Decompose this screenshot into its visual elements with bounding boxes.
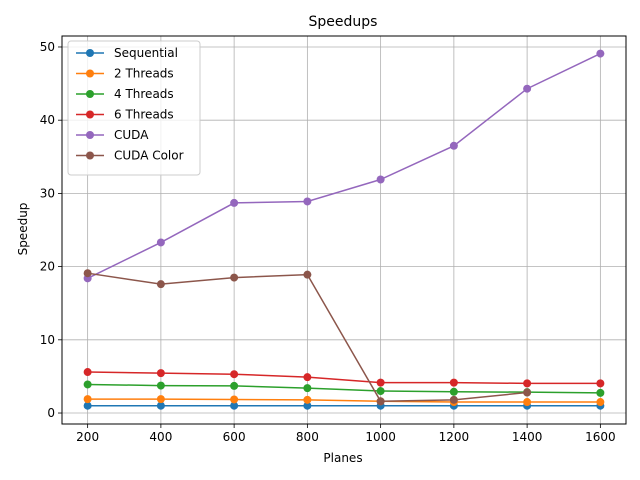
legend-item: CUDA — [76, 128, 149, 142]
legend-marker — [86, 69, 94, 78]
data-point — [523, 379, 532, 388]
series-6-threads — [83, 368, 605, 388]
series-line — [87, 371, 601, 385]
legend-marker — [86, 151, 94, 160]
data-point — [596, 398, 605, 407]
data-point — [596, 379, 605, 388]
data-point — [156, 395, 165, 404]
legend-label: Sequential — [114, 46, 178, 60]
series-cuda — [83, 49, 605, 283]
series-line — [87, 383, 601, 394]
x-tick-label: 1400 — [512, 430, 543, 444]
data-point — [83, 368, 92, 377]
y-tick-label: 30 — [40, 186, 55, 200]
data-point — [230, 273, 239, 282]
data-point — [523, 388, 532, 397]
data-point — [376, 378, 385, 387]
x-axis-label: Planes — [323, 451, 362, 465]
x-tick-label: 1600 — [585, 430, 616, 444]
data-point — [156, 369, 165, 378]
x-tick-label: 800 — [296, 430, 319, 444]
series-4-threads — [83, 380, 605, 397]
data-point — [83, 401, 92, 410]
data-point — [596, 49, 605, 58]
data-point — [156, 381, 165, 390]
data-point — [303, 197, 312, 206]
data-point — [303, 384, 312, 393]
y-axis-label: Speedup — [16, 203, 30, 256]
legend-item: CUDA Color — [76, 149, 184, 163]
chart-title: Speedups — [309, 14, 378, 30]
data-point — [303, 270, 312, 279]
x-tick-label: 600 — [223, 430, 246, 444]
data-point — [449, 387, 458, 396]
y-tick-label: 40 — [40, 113, 55, 127]
data-point — [303, 395, 312, 404]
data-point — [376, 387, 385, 396]
data-point — [83, 269, 92, 278]
y-tick-label: 0 — [47, 406, 55, 420]
data-point — [523, 398, 532, 407]
data-point — [230, 401, 239, 410]
data-point — [230, 198, 239, 207]
legend-label: CUDA — [114, 128, 149, 142]
data-point — [230, 381, 239, 390]
data-point — [376, 175, 385, 184]
legend-label: 6 Threads — [114, 108, 174, 122]
series-line — [87, 52, 601, 279]
legend-marker — [86, 131, 94, 139]
data-point — [230, 395, 239, 404]
legend: Sequential 2 Threads 4 Threads 6 Threads CUD… — [67, 40, 201, 176]
data-point — [230, 370, 239, 379]
legend-label: 2 Threads — [114, 67, 174, 81]
data-point — [449, 378, 458, 387]
data-point — [303, 373, 312, 382]
x-tick-label: 200 — [76, 430, 99, 444]
grid-layer — [62, 36, 626, 424]
legend-item: Sequential — [76, 46, 178, 60]
data-point — [156, 238, 165, 247]
data-point — [449, 395, 458, 404]
legend-marker — [86, 90, 94, 98]
legend-item: 2 Threads — [76, 67, 174, 81]
y-tick-label: 50 — [40, 40, 55, 54]
series-line — [87, 398, 601, 403]
series-cuda-color — [83, 269, 532, 406]
data-point — [83, 395, 92, 404]
data-point — [376, 397, 385, 406]
data-point — [596, 388, 605, 397]
data-point — [156, 280, 165, 289]
data-point — [523, 84, 532, 93]
legend-label: 4 Threads — [114, 87, 174, 101]
data-point — [83, 380, 92, 389]
y-tick-label: 10 — [40, 333, 55, 347]
data-point — [156, 401, 165, 410]
legend-item: 4 Threads — [76, 87, 174, 101]
plot-area-frame — [61, 35, 627, 425]
x-tick-label: 400 — [149, 430, 172, 444]
x-tick-label: 1200 — [439, 430, 470, 444]
x-tick-label: 1000 — [365, 430, 396, 444]
y-tick-label: 20 — [40, 260, 55, 274]
data-point — [449, 141, 458, 150]
legend-label: CUDA Color — [114, 149, 184, 163]
legend-box — [67, 40, 201, 176]
tick-layer: 200 400 600 800 1000 1200 1400 1600 0 10 20 30 40 50 — [40, 40, 616, 444]
legend-marker — [86, 49, 94, 57]
legend-marker — [86, 110, 94, 119]
data-point — [303, 401, 312, 410]
legend-item: 6 Threads — [76, 108, 174, 122]
series-layer — [83, 49, 605, 410]
